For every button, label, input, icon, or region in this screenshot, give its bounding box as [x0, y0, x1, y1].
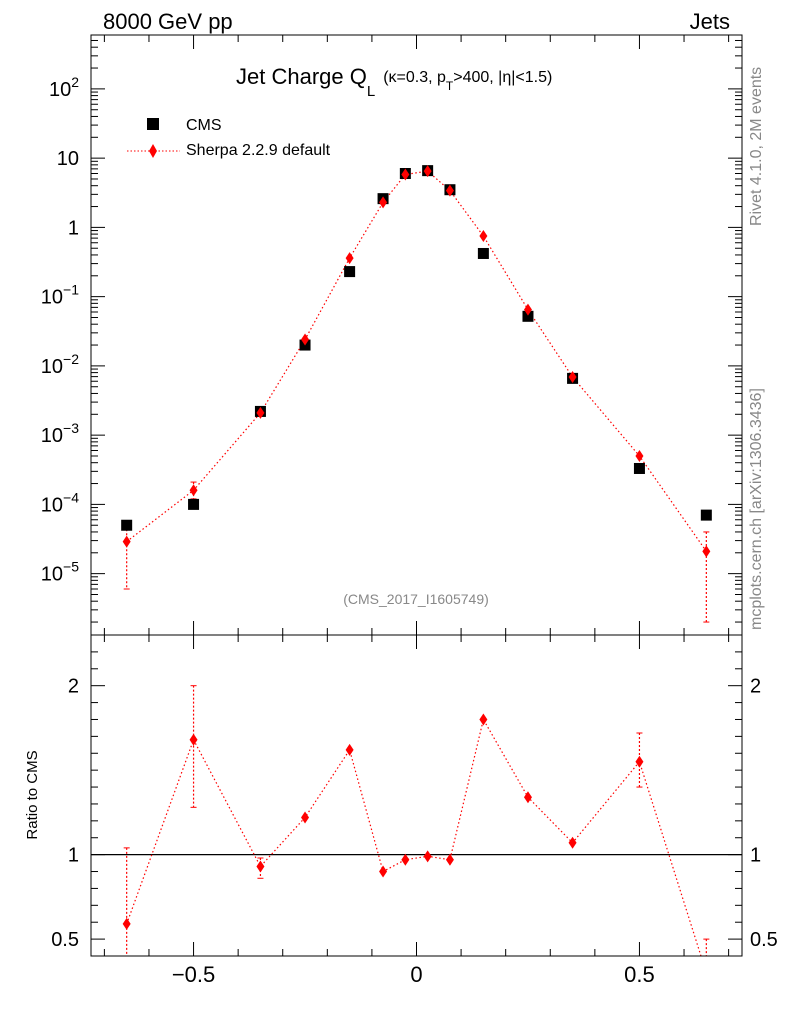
ratio-point [401, 853, 410, 866]
ratio-point [301, 811, 310, 824]
y-tick-label: 1 [68, 217, 79, 239]
main-panel-data [121, 165, 712, 623]
x-tick-label: 0 [410, 962, 422, 987]
mc-point [445, 184, 454, 197]
ratio-point [445, 853, 454, 866]
y-tick-label: 10−4 [41, 489, 79, 516]
title-cond-close: >400, |η|<1.5) [453, 69, 552, 86]
ratio-y-tick-label-left: 1 [68, 845, 79, 867]
ratio-point [189, 733, 198, 746]
mc-point [401, 168, 410, 181]
ratio-line [126, 717, 702, 956]
cms-point [700, 509, 712, 521]
ratio-point [379, 865, 388, 878]
mc-point [423, 165, 432, 178]
ratio-point [345, 743, 354, 756]
legend-mc-marker [149, 144, 157, 158]
y-tick-label: 10 [57, 148, 79, 170]
x-axis-ticks: −0.5 0 0.5 [103, 35, 730, 987]
mc-point [379, 196, 388, 209]
y-tick-label: 10−2 [41, 351, 79, 378]
ratio-point [523, 791, 532, 804]
ratio-point [568, 836, 577, 849]
mc-point [301, 333, 310, 346]
title-cond-open: (κ=0.3, p [383, 69, 446, 86]
ratio-point [635, 755, 644, 768]
mc-point [256, 406, 265, 419]
title-cond-t: T [446, 79, 454, 93]
mc-point [523, 303, 532, 316]
ratio-y-tick-label-right: 2 [750, 676, 761, 698]
legend: CMS Sherpa 2.2.9 default [127, 117, 331, 159]
ratio-panel-ticks: 0.5 0.5 1 1 2 2 [51, 634, 778, 957]
ratio-y-tick-label-left: 0.5 [51, 929, 79, 951]
mc-point [345, 252, 354, 265]
mc-point [702, 545, 711, 558]
ratio-panel-data [122, 685, 710, 956]
legend-mc-label: Sherpa 2.2.9 default [186, 142, 331, 159]
title-sub-l: L [367, 83, 375, 100]
header-left: 8000 GeV pp [103, 9, 233, 34]
header-right: Jets [690, 9, 730, 34]
legend-cms-marker [147, 118, 159, 130]
cms-point [522, 310, 534, 322]
main-panel-ticks: 10−5 10−4 10−3 10−2 10−1 1 10 102 [41, 34, 742, 623]
y-tick-label: 10−5 [41, 559, 79, 586]
ratio-point [256, 860, 265, 873]
ratio-panel-frame [90, 634, 743, 957]
title-main: Jet Charge Q [236, 64, 367, 89]
y-tick-label: 10−1 [41, 282, 79, 309]
rivet-version-label: Rivet 4.1.0, 2M events [748, 67, 765, 226]
cms-point [344, 266, 356, 278]
mc-point [189, 484, 198, 497]
ratio-y-tick-label-right: 1 [750, 845, 761, 867]
mc-line [126, 170, 707, 552]
x-tick-label: 0.5 [624, 962, 655, 987]
cms-point [477, 247, 489, 259]
ratio-point [122, 917, 131, 930]
y-tick-label: 10−3 [41, 420, 79, 447]
ratio-point [423, 850, 432, 863]
ratio-y-tick-label-left: 2 [68, 676, 79, 698]
legend-cms-label: CMS [186, 117, 222, 134]
y-tick-label: 102 [49, 74, 79, 101]
mc-point [635, 449, 644, 462]
cms-point [633, 462, 645, 474]
ratio-y-tick-label-right: 0.5 [750, 929, 778, 951]
ratio-ylabel: Ratio to CMS [24, 750, 41, 839]
mc-point [568, 371, 577, 384]
mc-point [479, 230, 488, 243]
chart-title: Jet Charge QL (κ=0.3, pT>400, |η|<1.5) [236, 64, 552, 100]
cms-point [188, 498, 200, 510]
cms-point [121, 519, 133, 531]
analysis-id-label: (CMS_2017_I1605749) [343, 591, 489, 607]
mc-point [122, 535, 131, 548]
x-tick-label: −0.5 [172, 962, 215, 987]
mcplots-reference-label: mcplots.cern.ch [arXiv:1306.3436] [748, 388, 765, 630]
ratio-point [479, 713, 488, 726]
